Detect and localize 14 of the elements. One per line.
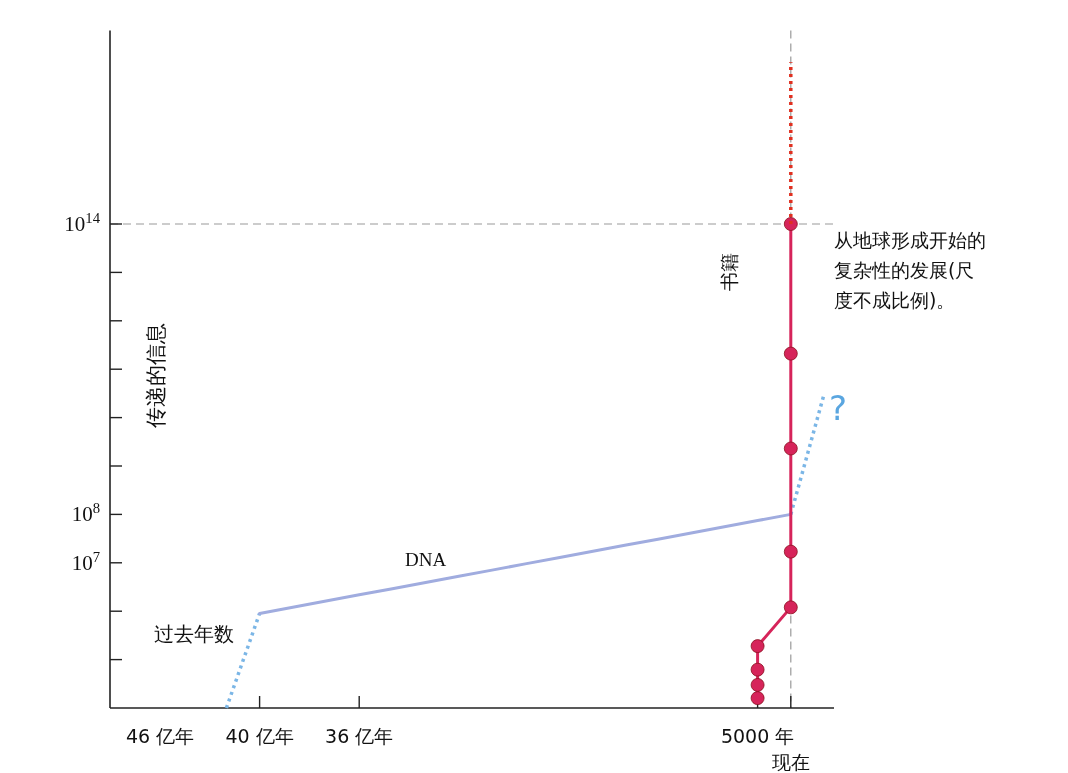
y-tick-label: 10$^{7}$	[71, 548, 100, 575]
x-tick-label: 36 亿年	[325, 725, 394, 747]
y-tick-label: 10$^{8}$	[71, 500, 100, 527]
text: 书籍	[717, 253, 740, 291]
x-tick-label: 5000 年	[720, 725, 795, 747]
series-label: DNA	[405, 549, 447, 571]
x-tick-label: 46 亿年	[125, 725, 195, 747]
annotation: ?	[828, 388, 848, 428]
text: 从地球形成开始的复杂性的发展(尺度不成比例)。	[834, 228, 986, 313]
x-tick-label: 现在	[771, 751, 810, 773]
y-tick-label: 10$^{14}$	[64, 210, 101, 236]
x-tick-label: 40 亿年	[225, 725, 294, 747]
y-axis-title: 传递的信息	[144, 322, 168, 428]
x-axis-title: 过去年数	[154, 622, 234, 646]
